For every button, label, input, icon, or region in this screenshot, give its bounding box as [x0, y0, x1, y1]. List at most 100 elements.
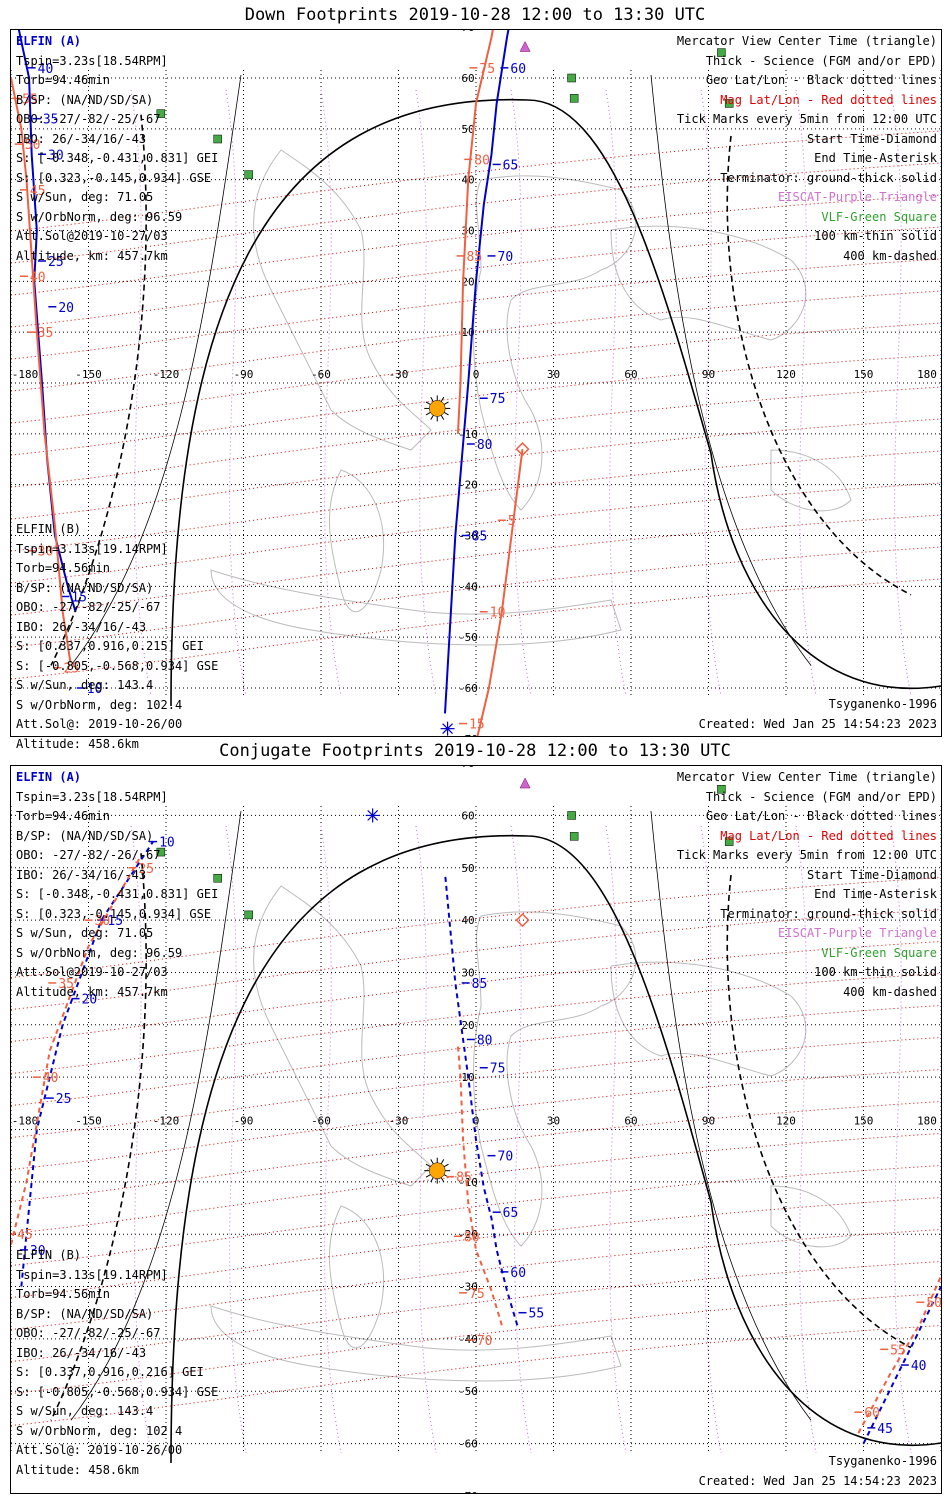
terminator-100km — [70, 810, 242, 1421]
elfin-b-time-label: 85 — [456, 1171, 472, 1186]
coastline — [610, 225, 807, 341]
elfin-b-time-label: 80 — [464, 1230, 480, 1245]
elfin-a-time-label: 75 — [490, 1062, 506, 1077]
info-line: S w/Sun, deg: 71.05 — [16, 926, 154, 940]
elfin-a-time-label: 25 — [56, 1092, 72, 1107]
lat-tick-label: 50 — [461, 862, 474, 875]
legend-line: Terminator: ground-thick solid — [720, 170, 937, 185]
mag-meridian — [225, 89, 247, 697]
elfin-a-time-label: 85 — [472, 529, 488, 544]
coastline — [610, 961, 807, 1077]
legend-line: EISCAT-Purple Triangle — [778, 926, 937, 940]
mag-parallel — [11, 290, 941, 392]
info-line: Altitude, km: 457.7km — [16, 984, 168, 999]
vlf-square-icon — [717, 785, 726, 794]
lat-tick-label: -10 — [458, 428, 478, 441]
elfin-a-time-label: 70 — [498, 1150, 514, 1165]
elfin-b-time-label: 40 — [30, 270, 46, 285]
lon-tick-label: -180 — [12, 1115, 39, 1128]
model-label: Tsyganenko-1996 — [828, 1454, 937, 1468]
legend-line: 400 km-dashed — [843, 248, 937, 263]
lat-tick-label: 20 — [461, 275, 474, 288]
created-label: Created: Wed Jan 25 14:54:23 2023 — [698, 1473, 937, 1488]
lat-tick-label: 70 — [461, 30, 474, 34]
elfin-b-info: ELFIN (B) Tspin=3.13s[19.14RPM] Torb=94.… — [16, 1246, 218, 1480]
sun-ray — [440, 1177, 445, 1183]
mag-meridian — [510, 825, 532, 1454]
elfin-b-track — [456, 30, 494, 434]
info-line: Tspin=3.23s[18.54RPM] — [16, 789, 168, 804]
sun-icon — [429, 1162, 446, 1179]
mag-meridian — [130, 825, 152, 1454]
legend-line: Mag Lat/Lon - Red dotted lines — [720, 828, 937, 843]
map-panel-down: -180 -150 -120 -90 -60 -30 0 30 60 90 120 150 180 70 6… — [10, 29, 942, 751]
lon-tick-label: 180 — [917, 368, 937, 381]
info-line: S: [0.337,0.916,0.215] GEI — [16, 639, 204, 653]
elfin-a-info: ELFIN (A) Tspin=3.23s[18.54RPM] Torb=94.… — [16, 32, 218, 266]
vlf-square-icon — [569, 832, 579, 841]
elfin-b-time-label: 30 — [38, 545, 54, 560]
vlf-square-icon — [724, 99, 734, 108]
legend-line: Mercator View Center Time (triangle) — [676, 34, 937, 48]
elfin-a-time-label: 75 — [490, 392, 506, 407]
end-asterisk-icon — [442, 723, 453, 735]
coastline — [328, 1205, 385, 1349]
elfin-a-time-label: 25 — [48, 255, 64, 270]
start-diamond-icon — [515, 913, 530, 928]
lat-tick-label: 30 — [461, 225, 474, 238]
lat-tick-label: -40 — [458, 580, 478, 593]
coastline — [770, 1185, 852, 1248]
lon-tick-label: -90 — [234, 1115, 254, 1128]
terminator-400km — [726, 135, 912, 596]
vlf-square-icon — [156, 847, 166, 857]
mag-parallel — [11, 973, 941, 1074]
start-diamond-icon — [515, 442, 530, 457]
legend-line: Mag Lat/Lon - Red dotted lines — [720, 92, 937, 107]
lon-tick-label: 120 — [776, 368, 796, 381]
mag-parallel — [11, 877, 941, 978]
terminator-400km — [50, 114, 147, 666]
elfin-a-time-label: 85 — [472, 977, 488, 992]
terminator-100km — [650, 74, 812, 666]
lon-tick-label: -30 — [389, 368, 409, 381]
elfin-a-label: ELFIN (A) — [16, 34, 82, 48]
lon-tick-label: 60 — [624, 1115, 637, 1128]
lat-tick-label: 20 — [461, 1019, 474, 1032]
info-line: S: [-0.805,-0.568,0.934] GSE — [16, 658, 219, 673]
mag-parallel — [11, 162, 941, 264]
lat-tick-label: 60 — [461, 72, 474, 85]
info-line: B/SP: (NA/ND/SD/SA) — [16, 92, 154, 107]
mag-meridian — [225, 825, 247, 1454]
lon-tick-label: -60 — [311, 368, 331, 381]
legend-line: Tick Marks every 5min from 12:00 UTC — [676, 848, 937, 862]
map-canvas: -180 -150 -120 -90 -60 -30 0 30 60 90 120 150 180 70 6… — [11, 766, 941, 1493]
legend-line: 400 km-dashed — [843, 984, 937, 999]
sun-ray — [443, 401, 449, 405]
lat-tick-label: -70 — [458, 1490, 478, 1493]
vlf-square-icon — [724, 837, 734, 846]
info-line: S w/OrbNorm, deg: 102.4 — [16, 1423, 183, 1438]
info-line: Altitude: 458.6km — [16, 1462, 139, 1477]
mag-parallel — [11, 258, 941, 360]
lon-tick-label: -120 — [153, 1115, 180, 1128]
lon-tick-label: 150 — [854, 1115, 874, 1128]
legend-line: 100 km-thin solid — [814, 229, 937, 243]
sun-ray — [425, 1163, 431, 1168]
info-line: Torb=94.46min — [16, 73, 110, 87]
mag-meridian — [605, 825, 627, 1454]
lon-tick-label: 30 — [547, 1115, 560, 1128]
elfin-a-time-label: 20 — [58, 301, 74, 316]
elfin-b-time-label: 35 — [58, 977, 74, 992]
panel-title-down: Down Footprints 2019-10-28 12:00 to 13:3… — [244, 5, 706, 25]
info-line: Tspin=3.23s[18.54RPM] — [16, 53, 168, 68]
mag-parallel — [11, 1229, 941, 1330]
lon-tick-label: -90 — [234, 368, 254, 381]
info-line: Att.Sol@2019-10-27/03 — [16, 965, 168, 979]
mag-parallel — [11, 514, 941, 616]
info-line: S w/OrbNorm, deg: 102.4 — [16, 697, 183, 712]
lat-tick-label: 40 — [461, 914, 474, 927]
elfin-b-time-label: 30 — [95, 914, 111, 929]
elfin-a-time-label: 40 — [911, 1359, 927, 1374]
mag-parallel — [11, 418, 941, 520]
elfin-a-time-label: 80 — [477, 438, 493, 453]
